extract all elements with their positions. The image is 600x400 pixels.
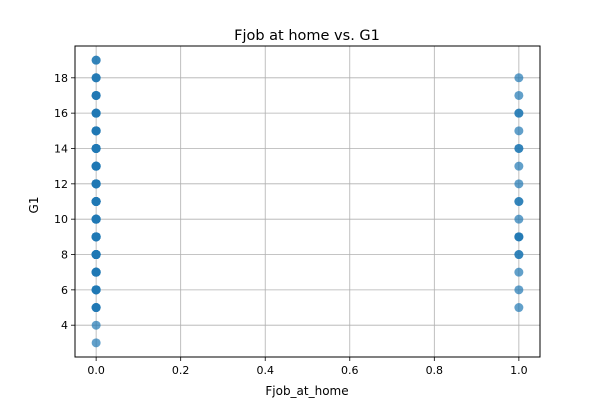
data-point xyxy=(91,108,101,118)
data-point xyxy=(91,267,101,277)
data-point xyxy=(91,285,101,295)
y-axis-ticks: 4 6 8 10 12 14 16 18 xyxy=(54,72,75,332)
data-point xyxy=(514,303,524,313)
data-point xyxy=(91,214,101,224)
y-axis-label: G1 xyxy=(27,197,41,214)
y-tick-label: 4 xyxy=(61,319,68,332)
data-point xyxy=(514,197,524,206)
data-point xyxy=(514,250,524,260)
x-axis-label: Fjob_at_home xyxy=(265,384,348,398)
y-tick-label: 14 xyxy=(54,142,68,155)
data-point xyxy=(514,90,524,100)
data-point xyxy=(91,90,101,100)
data-point xyxy=(91,161,101,171)
data-point xyxy=(91,197,101,206)
data-point xyxy=(91,232,101,242)
data-point xyxy=(514,285,524,295)
x-axis-ticks: 0.0 0.2 0.4 0.6 0.8 1.0 xyxy=(87,357,528,377)
y-tick-label: 16 xyxy=(54,107,68,120)
data-point xyxy=(514,232,524,242)
data-point xyxy=(91,320,101,330)
chart-title: Fjob at home vs. G1 xyxy=(234,28,380,44)
data-point xyxy=(91,55,101,65)
y-tick-label: 10 xyxy=(54,213,68,226)
y-tick-label: 12 xyxy=(54,178,68,191)
data-point xyxy=(91,250,101,260)
data-points xyxy=(91,55,524,348)
x-tick-label: 0.6 xyxy=(341,364,359,377)
data-point xyxy=(91,143,101,153)
data-point xyxy=(514,143,524,153)
x-tick-label: 0.4 xyxy=(256,364,274,377)
data-point xyxy=(514,267,524,277)
x-tick-label: 1.0 xyxy=(510,364,528,377)
y-tick-label: 18 xyxy=(54,72,68,85)
data-point xyxy=(514,214,524,224)
data-point xyxy=(514,179,524,189)
data-point xyxy=(91,73,101,83)
y-tick-label: 8 xyxy=(61,249,68,262)
data-point xyxy=(91,303,101,313)
x-tick-label: 0.0 xyxy=(87,364,105,377)
data-point xyxy=(91,126,101,136)
data-point xyxy=(514,126,524,136)
data-point xyxy=(514,73,524,83)
x-tick-label: 0.8 xyxy=(426,364,444,377)
x-tick-label: 0.2 xyxy=(172,364,190,377)
data-point xyxy=(91,179,101,189)
y-tick-label: 6 xyxy=(61,284,68,297)
plot-frame xyxy=(74,45,541,358)
data-point xyxy=(514,161,524,171)
data-point xyxy=(514,108,524,118)
data-point xyxy=(91,338,101,348)
